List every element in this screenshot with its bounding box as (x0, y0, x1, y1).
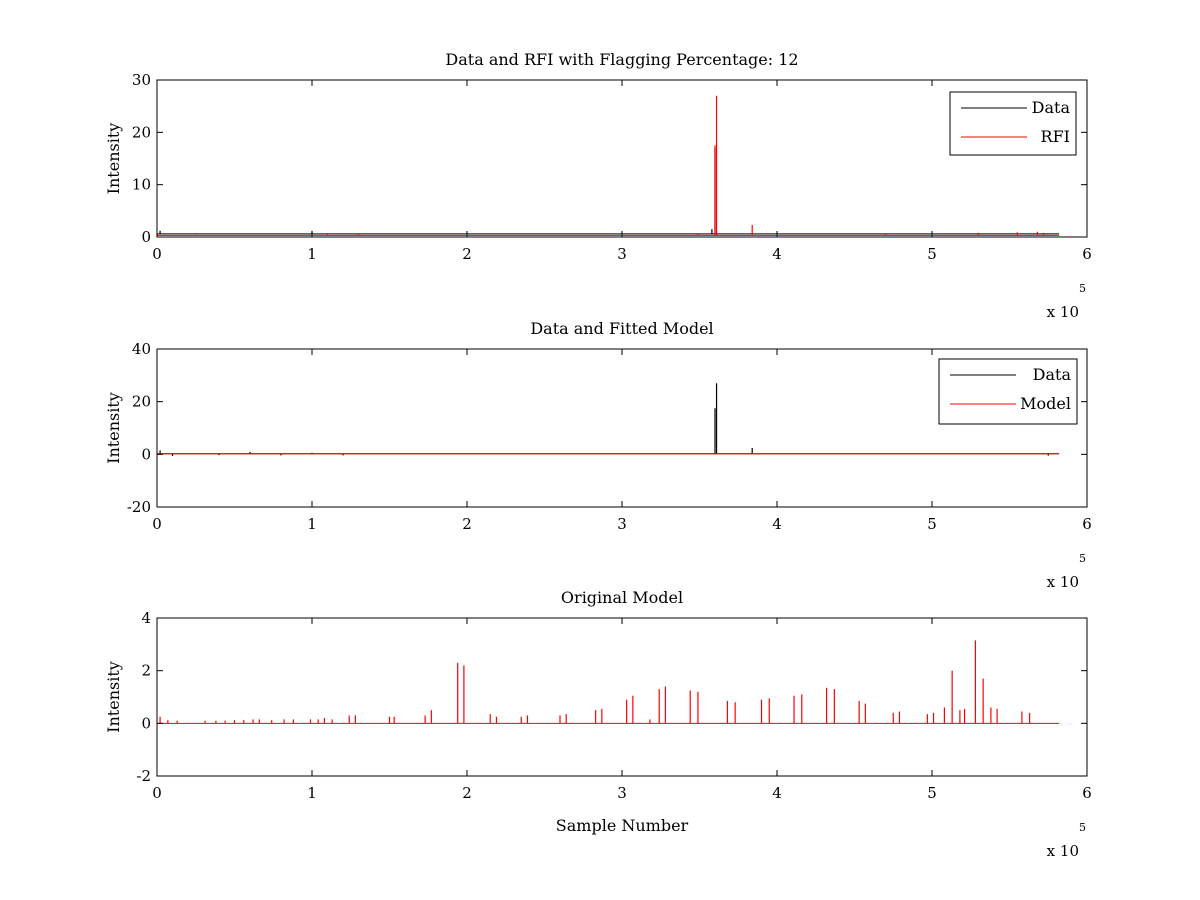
x-tick-label: 2 (462, 784, 472, 802)
legend-entry-2: RFI (1041, 127, 1070, 146)
y-tick-label: 40 (132, 340, 151, 358)
axes-frame (156, 348, 1088, 508)
x-tick-label: 4 (772, 245, 782, 263)
y-tick-label: 0 (141, 445, 151, 463)
y-tick-label: 4 (141, 609, 151, 627)
subplot-1: 0 1 2 3 4 5 6 0 10 20 30 Data and RFI with Flagging… (104, 50, 1092, 321)
x-tick-label: 0 (152, 515, 162, 533)
x-tick-label: 5 (927, 515, 937, 533)
axes-frame (156, 79, 1088, 238)
y-axis-label: Intensity (104, 123, 123, 195)
chart-title: Data and RFI with Flagging Percentage: 1… (445, 50, 798, 69)
y-axis-label: Intensity (104, 392, 123, 464)
y-tick-label: 20 (132, 123, 151, 141)
x-tick-label: 1 (307, 245, 317, 263)
y-tick-label: 10 (132, 176, 151, 194)
x-tick-label: 3 (617, 515, 627, 533)
x-tick-label: 3 (617, 784, 627, 802)
x-tick-label: 5 (927, 784, 937, 802)
x-tick-label: 6 (1082, 245, 1092, 263)
x-tick-label: 4 (772, 784, 782, 802)
legend-box (949, 91, 1077, 156)
legend-entry-2: Model (1020, 394, 1071, 413)
x-multiplier-exponent: 5 (1079, 821, 1086, 834)
legend-entry-1: Data (1032, 98, 1071, 117)
x-tick-label: 1 (307, 515, 317, 533)
axes-frame (156, 617, 1088, 777)
y-tick-label: 2 (141, 662, 151, 680)
x-tick-label: 6 (1082, 784, 1092, 802)
legend-entry-1: Data (1033, 365, 1072, 384)
y-tick-label: 0 (141, 714, 151, 732)
x-tick-label: 6 (1082, 515, 1092, 533)
y-axis-label: Intensity (104, 661, 123, 733)
x-multiplier-label: x 10 (1047, 842, 1079, 860)
legend-box (938, 358, 1078, 425)
y-tick-label: 20 (132, 393, 151, 411)
x-multiplier-exponent: 5 (1079, 552, 1086, 565)
legend: Data RFI (949, 91, 1077, 156)
y-tick-label: -20 (127, 498, 151, 516)
x-tick-label: 4 (772, 515, 782, 533)
x-tick-label: 2 (462, 245, 472, 263)
x-tick-label: 0 (152, 784, 162, 802)
legend: Data Model (938, 358, 1078, 425)
x-tick-label: 5 (927, 245, 937, 263)
y-tick-label: -2 (136, 767, 151, 785)
x-axis-label: Sample Number (556, 816, 689, 835)
y-tick-label: 0 (141, 228, 151, 246)
x-tick-label: 1 (307, 784, 317, 802)
x-tick-label: 3 (617, 245, 627, 263)
y-tick-label: 30 (132, 71, 151, 89)
chart-title: Data and Fitted Model (530, 319, 713, 338)
x-tick-label: 0 (152, 245, 162, 263)
x-multiplier-label: x 10 (1047, 303, 1079, 321)
x-multiplier-exponent: 5 (1079, 282, 1086, 295)
x-multiplier-label: x 10 (1047, 573, 1079, 591)
x-tick-label: 2 (462, 515, 472, 533)
chart-title: Original Model (561, 588, 683, 607)
